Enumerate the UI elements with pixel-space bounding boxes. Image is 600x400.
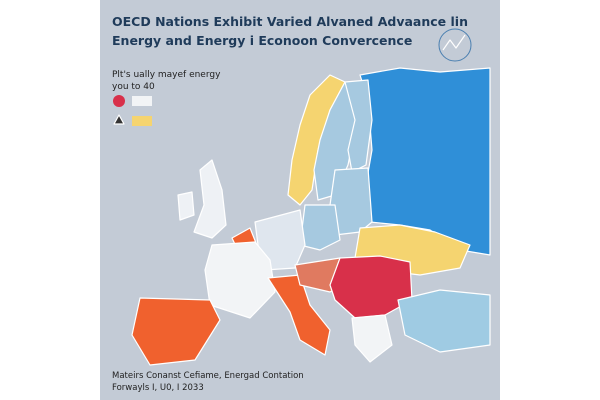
legend-swatch — [113, 95, 125, 107]
legend-icon — [113, 114, 125, 125]
russia — [359, 67, 491, 256]
map — [131, 67, 491, 366]
legend-swatch — [132, 116, 152, 126]
ireland — [177, 191, 195, 221]
legend-swatch — [132, 96, 152, 106]
uk — [193, 159, 227, 239]
title-line: OECD Nations Exhibit Varied Alvaned Adva… — [112, 14, 468, 29]
title-line: Energy and Energy i Econoon Convercence — [112, 33, 412, 48]
poland — [299, 204, 341, 251]
spain — [131, 297, 221, 366]
footer-line: Forwayls I, U0, I 2033 — [112, 383, 204, 393]
legend-text: Plt's ually mayef energy — [112, 70, 221, 80]
logo-line — [442, 34, 466, 51]
logo-circle — [438, 28, 472, 62]
legend-text: you to 40 — [112, 82, 155, 92]
france — [204, 241, 276, 319]
turkey — [397, 289, 491, 353]
footer-line: Mateirs Conanst Cefiame, Energad Contati… — [112, 371, 304, 381]
greece — [351, 314, 393, 363]
logo — [438, 28, 472, 62]
